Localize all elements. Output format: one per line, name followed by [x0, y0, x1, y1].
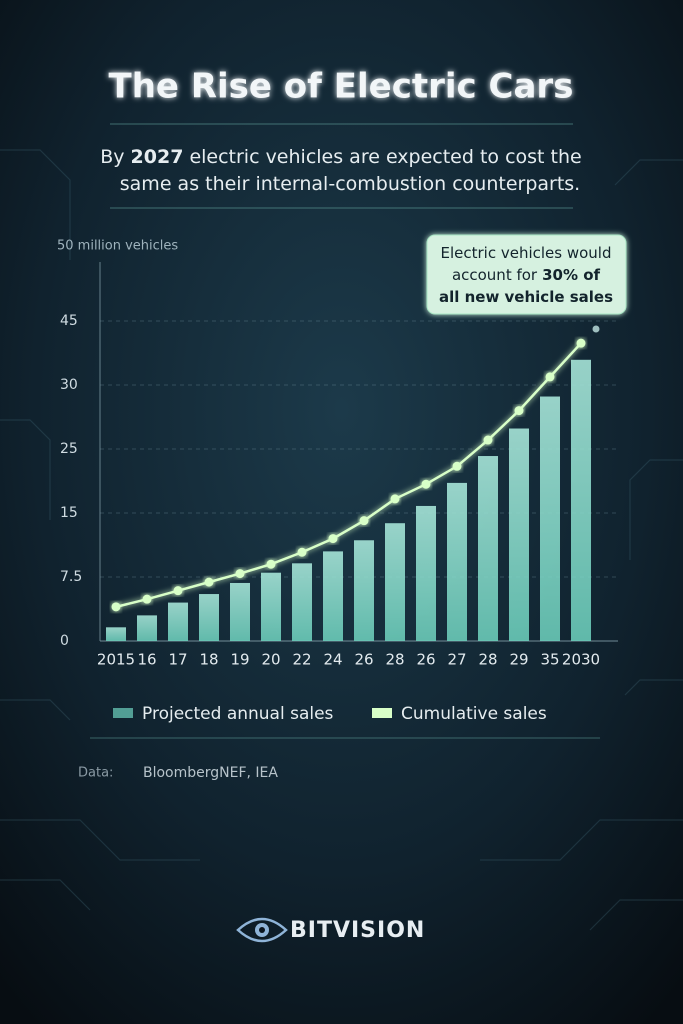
line-marker: [173, 586, 183, 596]
brand-logo: [236, 917, 288, 943]
line-marker: [297, 547, 307, 557]
x-tick-label: 20: [261, 651, 280, 669]
subtitle-bold: 2027: [131, 146, 184, 168]
x-tick-label: 18: [199, 651, 218, 669]
line-marker: [204, 577, 214, 587]
x-tick-label: 19: [230, 651, 249, 669]
x-tick-label: 28: [478, 651, 497, 669]
circuit-decoration: [0, 149, 683, 931]
y-tick-label: 15: [60, 505, 78, 521]
x-tick-label: 2030: [562, 651, 600, 669]
y-tick-label: 25: [60, 441, 78, 457]
line-marker: [142, 594, 152, 604]
annotation-text: 30% of: [542, 266, 600, 284]
annotation-line: Electric vehicles would: [441, 244, 612, 262]
bar-sheen: [447, 482, 467, 641]
legend-swatch: [113, 708, 133, 718]
y-tick-label: 30: [60, 377, 78, 393]
x-tick-label: 28: [385, 651, 404, 669]
line-marker: [266, 559, 276, 569]
x-tick-label: 17: [168, 651, 187, 669]
bar-sheen: [478, 456, 498, 641]
bar-sheen: [571, 359, 591, 641]
annotation-text: account for: [452, 266, 538, 284]
bar-sheen: [199, 594, 219, 641]
y-tick-label: 7.5: [60, 569, 82, 585]
annotation-line: account for 30% of: [452, 266, 601, 284]
line-marker: [359, 516, 369, 526]
bar-sheen: [385, 523, 405, 641]
x-tick-label: 35: [540, 651, 559, 669]
brand: BITVISION: [290, 918, 425, 943]
line-marker: [328, 534, 338, 544]
x-tick-label: 26: [354, 651, 373, 669]
bar-sheen: [230, 582, 250, 641]
subtitle-text: electric vehicles are expected to cost t…: [189, 146, 581, 168]
line-marker: [514, 406, 524, 416]
annotation-text: all new vehicle sales: [439, 288, 613, 306]
y-tick-label: 45: [60, 313, 78, 329]
source-label: Data:: [78, 766, 113, 781]
line-marker: [576, 338, 586, 348]
bar-sheen: [354, 540, 374, 641]
x-tick-label: 29: [509, 651, 528, 669]
x-tick-label: 24: [323, 651, 342, 669]
subtitle-line: By 2027 electric vehicles are expected to …: [100, 146, 581, 168]
legend-label: Cumulative sales: [401, 704, 547, 724]
y-tick-label: 0: [60, 633, 69, 649]
annotation: Electric vehicles would account for 30% of…: [426, 234, 627, 333]
annotation-box: [426, 234, 627, 315]
bar-sheen: [168, 602, 188, 641]
line-marker: [545, 372, 555, 382]
x-tick-label: 16: [137, 651, 156, 669]
bar-sheen: [416, 505, 436, 641]
annotation-line: all new vehicle sales: [439, 288, 613, 306]
line: [115, 342, 582, 609]
subtitle-line: same as their internal-combustion counte…: [120, 173, 580, 195]
line-marker: [421, 479, 431, 489]
legend-label: Projected annual sales: [142, 704, 334, 724]
x-tick-label: 2015: [97, 651, 135, 669]
source-text: BloombergNEF, IEA: [143, 765, 278, 781]
line-marker: [483, 435, 493, 445]
legend: Projected annual sales Cumulative sales: [113, 704, 547, 724]
bar-sheen: [540, 396, 560, 641]
annotation-pointer: [592, 325, 600, 333]
line-marker: [111, 602, 121, 612]
title: The Rise of Electric Cars: [109, 67, 574, 107]
annotation-text: Electric vehicles would: [441, 244, 612, 262]
subtitle-text: same as their internal-combustion counte…: [120, 173, 580, 195]
line-marker: [235, 569, 245, 579]
chart: 0 7.5 15 25 30 45 2015 16 17 18 19 20 22 24 26 28 26 27 28…: [60, 234, 627, 669]
bar-sheen: [106, 627, 126, 641]
line-marker: [390, 494, 400, 504]
x-tick-label: 26: [416, 651, 435, 669]
line-marker: [452, 461, 462, 471]
bar-sheen: [323, 551, 343, 641]
subtitle-text: By: [100, 146, 124, 168]
x-tick-label: 22: [292, 651, 311, 669]
bar-sheen: [137, 615, 157, 641]
legend-swatch: [372, 708, 392, 718]
bar-sheen: [292, 563, 312, 641]
x-tick-label: 27: [447, 651, 466, 669]
bar-sheen: [509, 428, 529, 641]
bar-sheen: [261, 572, 281, 641]
y-axis-label: 50 million vehicles: [57, 239, 178, 254]
